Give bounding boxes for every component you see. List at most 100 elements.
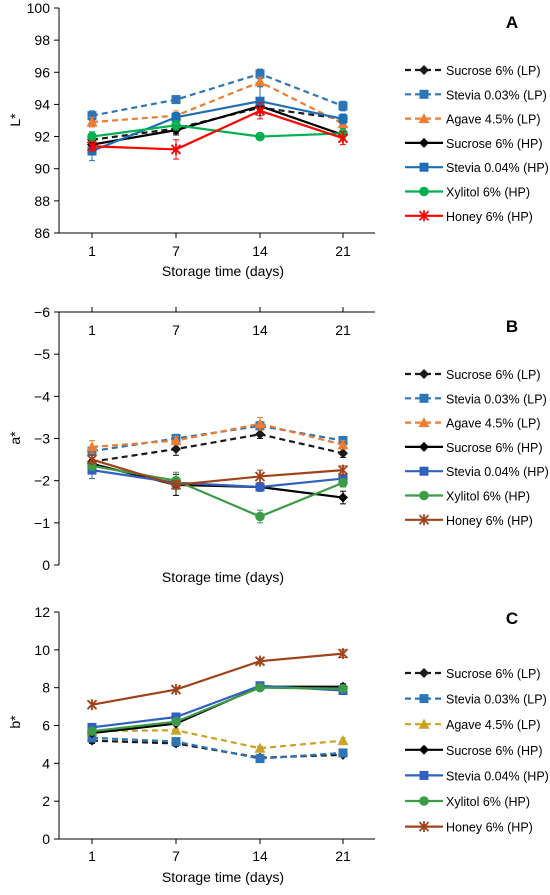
chart-panel-a: 86 88 90 92 94 96 98 100 1 7 14 21 Storage time (day… [7,0,549,279]
series-line [91,736,344,760]
y-tick-label: 96 [34,64,50,80]
legend-label: Stevia 0.04% (HP) [446,161,549,175]
legend-label: Stevia 0.04% (HP) [446,769,549,783]
y-tick-label: 8 [42,680,50,696]
legend-marker [419,65,429,75]
series-line [91,424,344,453]
y-axis-title: a* [7,431,23,445]
legend-item: Stevia 0.04% (HP) [405,161,549,175]
data-point [87,726,97,736]
data-point [170,435,182,446]
data-point [86,699,98,711]
y-tick-label: 4 [42,755,50,771]
legend-item: Stevia 0.03% (LP) [405,693,547,707]
legend-marker [419,796,429,806]
data-point [338,114,348,124]
legend-item: Agave 4.5% (LP) [405,417,541,431]
legend-item: Stevia 0.03% (LP) [405,88,547,102]
series-line [91,104,344,146]
legend-item: Stevia 0.03% (LP) [405,392,547,406]
x-tick-label: 1 [88,848,96,864]
legend-marker [419,441,429,452]
data-point [86,454,98,466]
y-tick-label: −5 [34,346,50,362]
chart-panel-c: 0 2 4 6 8 10 12 1 7 14 21 Storage time (days) b* C Suc… [7,604,549,885]
legend-marker [418,417,430,428]
y-tick-label: 94 [34,96,50,112]
series-xylitol-6-hp [87,682,348,736]
x-axis-title: Storage time (days) [162,569,284,585]
y-axis-title: L* [7,113,23,127]
data-point [171,120,181,131]
legend-label: Sucrose 6% (HP) [446,744,543,758]
data-point [255,754,265,764]
y-tick-label: −6 [34,304,50,320]
x-tick-label: 21 [335,243,351,259]
y-tick-label: 100 [27,0,51,16]
data-point [170,684,182,696]
data-point [337,439,349,450]
y-tick-label: −4 [34,388,50,404]
data-point [254,470,266,482]
series-line [91,422,344,449]
y-tick-label: 6 [42,718,50,734]
data-point [338,448,348,459]
legend-item: Sucrose 6% (HP) [405,137,543,151]
legend-item: Xylitol 6% (HP) [405,795,530,809]
series-line [91,72,344,117]
legend-label: Agave 4.5% (LP) [446,113,541,127]
data-point [254,742,266,753]
legend-label: Agave 4.5% (LP) [446,718,541,732]
legend-label: Sucrose 6% (LP) [446,368,540,382]
data-point [170,479,182,491]
legend-marker [419,89,429,99]
data-point [87,111,97,121]
legend-label: Xylitol 6% (HP) [446,490,530,504]
series-line [91,458,344,486]
data-point [87,131,97,142]
legend-label: Agave 4.5% (LP) [446,417,541,431]
legend-label: Xylitol 6% (HP) [446,795,530,809]
y-tick-label: 98 [34,32,50,48]
x-tick-label: 1 [88,243,96,259]
series-honey-6-hp [86,648,349,711]
legend-item: Sucrose 6% (LP) [405,64,540,78]
data-point [254,76,266,87]
data-point [338,683,348,694]
series-stevia-0-03-lp [87,68,348,121]
data-point [86,441,98,452]
legend-marker [418,718,430,729]
legend-item: Honey 6% (HP) [405,821,533,835]
legend-label: Honey 6% (HP) [446,210,533,224]
legend-marker [419,694,429,704]
series-line [91,100,344,153]
legend-marker [419,466,429,476]
y-tick-label: 86 [34,225,50,241]
legend-label: Xylitol 6% (HP) [446,186,530,200]
data-point [254,418,266,429]
y-axis-title: b* [7,715,23,729]
x-tick-label: 21 [335,848,351,864]
x-tick-label: 14 [252,243,268,259]
data-point [254,655,266,667]
data-point [255,682,265,693]
panel-label: C [506,609,518,628]
x-axis-title: Storage time (days) [162,869,284,885]
x-tick-label: 14 [252,848,268,864]
y-tick-label: 10 [34,642,50,658]
legend-item: Honey 6% (HP) [405,210,533,224]
legend-label: Stevia 0.03% (LP) [446,88,547,102]
x-tick-label: 14 [252,322,268,338]
legend-item: Sucrose 6% (HP) [405,441,543,455]
y-tick-label: 0 [42,557,50,573]
x-tick-label: 21 [335,322,351,338]
data-point [255,429,265,440]
data-point [86,116,98,127]
data-point [255,511,265,522]
data-point [171,112,181,122]
series-line [91,469,344,489]
y-tick-label: −1 [34,515,50,531]
series-line [91,109,344,151]
data-point [255,69,265,79]
